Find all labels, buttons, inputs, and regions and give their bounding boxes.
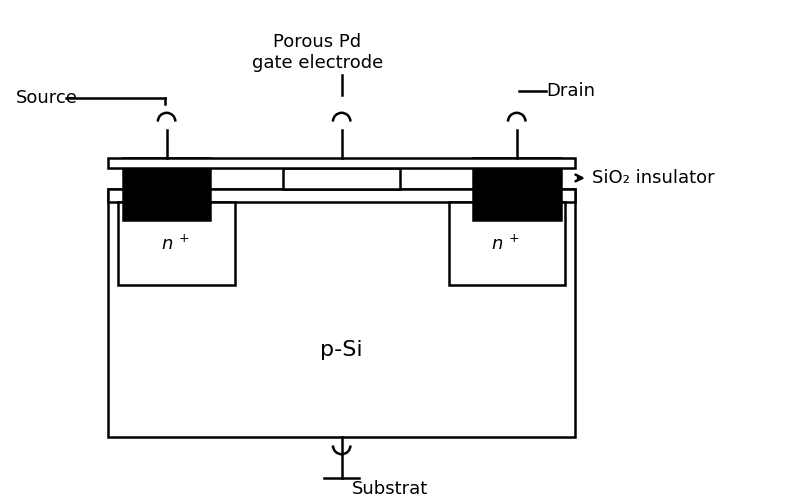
Bar [118, 202, 235, 285]
Bar [108, 189, 575, 437]
Text: p-Si: p-Si [320, 340, 363, 360]
Bar [123, 158, 210, 220]
Text: Substrat: Substrat [351, 480, 427, 497]
Bar [108, 189, 575, 202]
Bar [108, 158, 575, 168]
Bar [283, 168, 400, 189]
Text: Porous Pd
gate electrode: Porous Pd gate electrode [252, 33, 383, 72]
Text: Source: Source [16, 89, 78, 107]
Text: n: n [492, 235, 503, 252]
Bar [448, 202, 565, 285]
Text: SiO₂ insulator: SiO₂ insulator [592, 169, 715, 187]
Text: n: n [161, 235, 172, 252]
Text: Drain: Drain [546, 83, 595, 100]
Text: +: + [509, 232, 520, 246]
Bar [473, 158, 561, 220]
Text: +: + [178, 232, 189, 246]
